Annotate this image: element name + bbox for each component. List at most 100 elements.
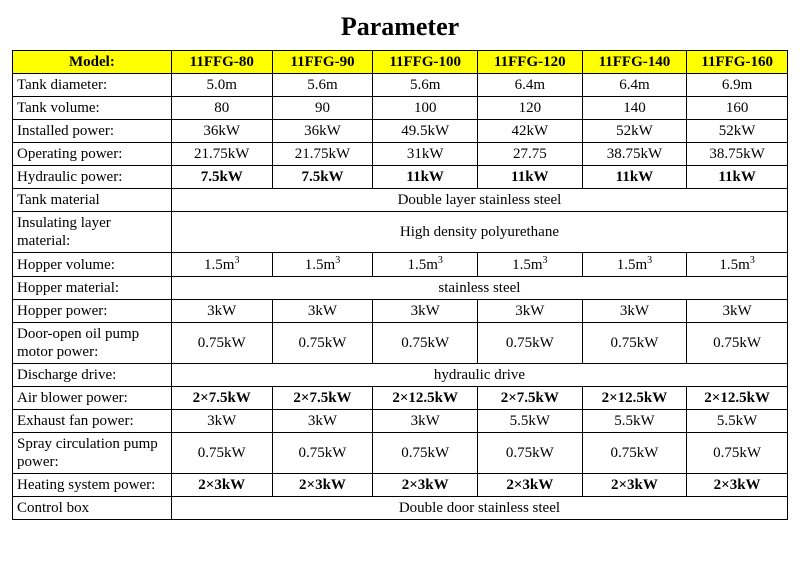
row-cell: 6.9m xyxy=(687,74,788,97)
row-cell: 6.4m xyxy=(478,74,583,97)
row-cell: 21.75kW xyxy=(272,143,373,166)
row-label: Door-open oil pump motor power: xyxy=(13,323,172,364)
row-label: Insulating layer material: xyxy=(13,212,172,253)
row-cell: 0.75kW xyxy=(373,323,478,364)
row-cell: 2×12.5kW xyxy=(373,387,478,410)
row-cell: 2×7.5kW xyxy=(171,387,272,410)
table-row: Tank volume:8090100120140160 xyxy=(13,97,788,120)
row-cell: 3kW xyxy=(272,410,373,433)
table-row: Hopper power:3kW3kW3kW3kW3kW3kW xyxy=(13,300,788,323)
row-cell: 3kW xyxy=(478,300,583,323)
row-cell: 1.5m3 xyxy=(373,253,478,277)
row-label: Hydraulic power: xyxy=(13,166,172,189)
row-cell: 52kW xyxy=(582,120,687,143)
parameter-table: Model:11FFG-8011FFG-9011FFG-10011FFG-120… xyxy=(12,50,788,520)
row-cell: 3kW xyxy=(373,410,478,433)
row-cell: 2×3kW xyxy=(687,474,788,497)
row-cell: 2×3kW xyxy=(478,474,583,497)
header-col: 11FFG-120 xyxy=(478,51,583,74)
table-row: Air blower power:2×7.5kW2×7.5kW2×12.5kW2… xyxy=(13,387,788,410)
row-cell: 5.5kW xyxy=(478,410,583,433)
row-span-value: High density polyurethane xyxy=(171,212,787,253)
table-row: Control boxDouble door stainless steel xyxy=(13,497,788,520)
row-cell: 36kW xyxy=(171,120,272,143)
row-cell: 120 xyxy=(478,97,583,120)
row-cell: 3kW xyxy=(687,300,788,323)
header-col: 11FFG-90 xyxy=(272,51,373,74)
row-label: Hopper volume: xyxy=(13,253,172,277)
row-cell: 27.75 xyxy=(478,143,583,166)
row-cell: 80 xyxy=(171,97,272,120)
row-cell: 2×3kW xyxy=(582,474,687,497)
row-cell: 5.6m xyxy=(272,74,373,97)
row-cell: 100 xyxy=(373,97,478,120)
row-label: Tank volume: xyxy=(13,97,172,120)
row-cell: 42kW xyxy=(478,120,583,143)
row-cell: 3kW xyxy=(171,300,272,323)
row-cell: 2×3kW xyxy=(272,474,373,497)
row-cell: 2×3kW xyxy=(171,474,272,497)
row-cell: 0.75kW xyxy=(478,433,583,474)
row-cell: 3kW xyxy=(373,300,478,323)
table-row: Hydraulic power:7.5kW7.5kW11kW11kW11kW11… xyxy=(13,166,788,189)
row-cell: 0.75kW xyxy=(373,433,478,474)
row-cell: 3kW xyxy=(272,300,373,323)
table-row: Hopper material:stainless steel xyxy=(13,277,788,300)
row-cell: 5.0m xyxy=(171,74,272,97)
row-label: Hopper material: xyxy=(13,277,172,300)
row-span-value: hydraulic drive xyxy=(171,364,787,387)
header-label: Model: xyxy=(13,51,172,74)
row-label: Air blower power: xyxy=(13,387,172,410)
row-label: Spray circulation pump power: xyxy=(13,433,172,474)
row-label: Operating power: xyxy=(13,143,172,166)
row-cell: 0.75kW xyxy=(478,323,583,364)
row-cell: 11kW xyxy=(373,166,478,189)
row-cell: 2×12.5kW xyxy=(687,387,788,410)
table-row: Door-open oil pump motor power:0.75kW0.7… xyxy=(13,323,788,364)
row-cell: 0.75kW xyxy=(687,433,788,474)
row-cell: 7.5kW xyxy=(171,166,272,189)
table-row: Discharge drive:hydraulic drive xyxy=(13,364,788,387)
header-col: 11FFG-80 xyxy=(171,51,272,74)
table-row: Hopper volume:1.5m31.5m31.5m31.5m31.5m31… xyxy=(13,253,788,277)
row-cell: 11kW xyxy=(478,166,583,189)
row-label: Discharge drive: xyxy=(13,364,172,387)
row-span-value: stainless steel xyxy=(171,277,787,300)
row-cell: 2×3kW xyxy=(373,474,478,497)
table-row: Tank diameter:5.0m5.6m5.6m6.4m6.4m6.9m xyxy=(13,74,788,97)
row-cell: 90 xyxy=(272,97,373,120)
row-span-value: Double layer stainless steel xyxy=(171,189,787,212)
row-cell: 31kW xyxy=(373,143,478,166)
row-cell: 21.75kW xyxy=(171,143,272,166)
row-cell: 36kW xyxy=(272,120,373,143)
row-cell: 140 xyxy=(582,97,687,120)
row-label: Tank material xyxy=(13,189,172,212)
row-cell: 38.75kW xyxy=(582,143,687,166)
row-cell: 6.4m xyxy=(582,74,687,97)
row-label: Control box xyxy=(13,497,172,520)
row-cell: 5.5kW xyxy=(687,410,788,433)
table-row: Heating system power:2×3kW2×3kW2×3kW2×3k… xyxy=(13,474,788,497)
row-cell: 49.5kW xyxy=(373,120,478,143)
row-label: Tank diameter: xyxy=(13,74,172,97)
row-cell: 3kW xyxy=(171,410,272,433)
table-row: Exhaust fan power:3kW3kW3kW5.5kW5.5kW5.5… xyxy=(13,410,788,433)
row-cell: 1.5m3 xyxy=(687,253,788,277)
row-cell: 0.75kW xyxy=(171,433,272,474)
row-cell: 0.75kW xyxy=(272,433,373,474)
table-row: Installed power:36kW36kW49.5kW42kW52kW52… xyxy=(13,120,788,143)
row-cell: 5.6m xyxy=(373,74,478,97)
row-cell: 0.75kW xyxy=(272,323,373,364)
row-cell: 2×7.5kW xyxy=(272,387,373,410)
table-row: Operating power:21.75kW21.75kW31kW27.753… xyxy=(13,143,788,166)
row-cell: 1.5m3 xyxy=(272,253,373,277)
row-cell: 52kW xyxy=(687,120,788,143)
row-cell: 0.75kW xyxy=(582,433,687,474)
row-cell: 0.75kW xyxy=(171,323,272,364)
table-row: Tank materialDouble layer stainless stee… xyxy=(13,189,788,212)
header-row: Model:11FFG-8011FFG-9011FFG-10011FFG-120… xyxy=(13,51,788,74)
row-label: Heating system power: xyxy=(13,474,172,497)
row-cell: 3kW xyxy=(582,300,687,323)
row-cell: 1.5m3 xyxy=(171,253,272,277)
table-row: Spray circulation pump power:0.75kW0.75k… xyxy=(13,433,788,474)
